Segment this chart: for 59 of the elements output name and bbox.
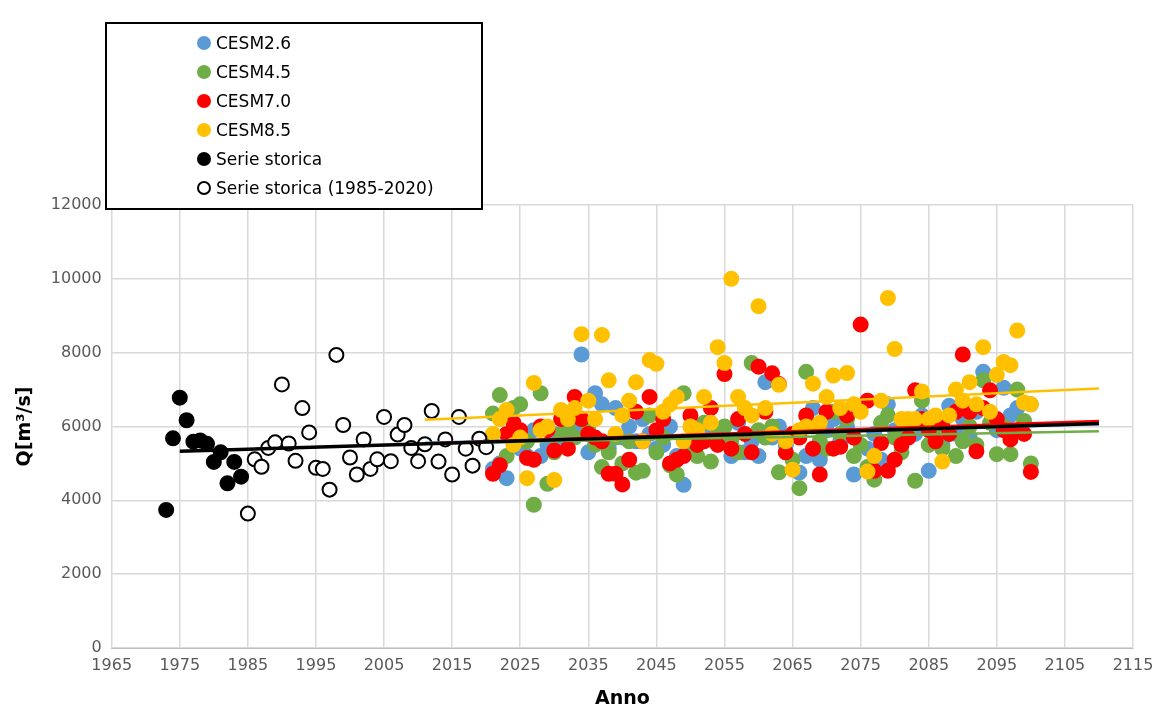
point xyxy=(335,417,352,434)
x-tick-label: 2085 xyxy=(908,654,950,674)
point xyxy=(294,400,311,417)
point xyxy=(158,501,175,518)
legend-label: CESM4.5 xyxy=(216,61,292,82)
point xyxy=(328,346,345,363)
x-tick-label: 2045 xyxy=(636,654,677,674)
y-axis-title: Q[m³/s] xyxy=(12,386,35,467)
y-tick-label: 8000 xyxy=(60,341,102,361)
x-tick-label: 1975 xyxy=(159,654,201,674)
x-axis-title: Anno xyxy=(594,685,650,708)
x-tick-label: 2115 xyxy=(1112,654,1154,674)
x-tick-label: 2075 xyxy=(840,654,882,674)
y-tick-label: 12000 xyxy=(50,194,102,214)
point xyxy=(164,430,181,447)
point xyxy=(321,481,338,498)
point xyxy=(314,460,331,477)
point xyxy=(348,466,365,483)
legend-label: CESM7.0 xyxy=(216,90,292,111)
y-tick-label: 10000 xyxy=(50,267,102,287)
x-tick-label: 1995 xyxy=(295,654,337,674)
point xyxy=(226,453,243,470)
point xyxy=(342,449,358,466)
point xyxy=(423,403,440,419)
point xyxy=(369,451,386,468)
x-tick-label: 2105 xyxy=(1044,654,1086,674)
x-tick-label: 2035 xyxy=(567,654,609,674)
point xyxy=(430,453,447,470)
point xyxy=(444,466,461,483)
point xyxy=(239,505,256,522)
point xyxy=(171,389,188,406)
point xyxy=(233,468,250,485)
point xyxy=(219,475,236,492)
point xyxy=(382,453,399,470)
point xyxy=(273,376,290,393)
point xyxy=(253,458,270,475)
point xyxy=(396,417,413,434)
x-tick-label: 2095 xyxy=(976,654,1018,674)
point xyxy=(287,452,304,469)
point xyxy=(376,408,393,425)
x-tick-label: 2065 xyxy=(772,654,813,674)
x-tick-label: 1985 xyxy=(227,654,269,674)
point xyxy=(464,457,481,474)
y-tick-label: 4000 xyxy=(60,489,102,509)
point xyxy=(410,453,427,470)
legend-label: Serie storica xyxy=(216,148,323,169)
legend-label: CESM2.6 xyxy=(216,32,292,53)
legend-label: Serie storica (1985-2020) xyxy=(216,177,434,198)
x-tick-label: 2025 xyxy=(499,654,541,674)
x-tick-label: 2055 xyxy=(704,654,745,674)
y-tick-label: 0 xyxy=(91,637,102,657)
y-tick-label: 6000 xyxy=(60,415,102,435)
point xyxy=(301,424,318,441)
x-tick-label: 2015 xyxy=(431,654,473,674)
point xyxy=(178,412,195,429)
x-tick-label: 2005 xyxy=(363,654,405,674)
y-tick-label: 2000 xyxy=(60,563,102,583)
x-tick-label: 1965 xyxy=(91,654,133,674)
legend-label: CESM8.5 xyxy=(216,119,292,140)
